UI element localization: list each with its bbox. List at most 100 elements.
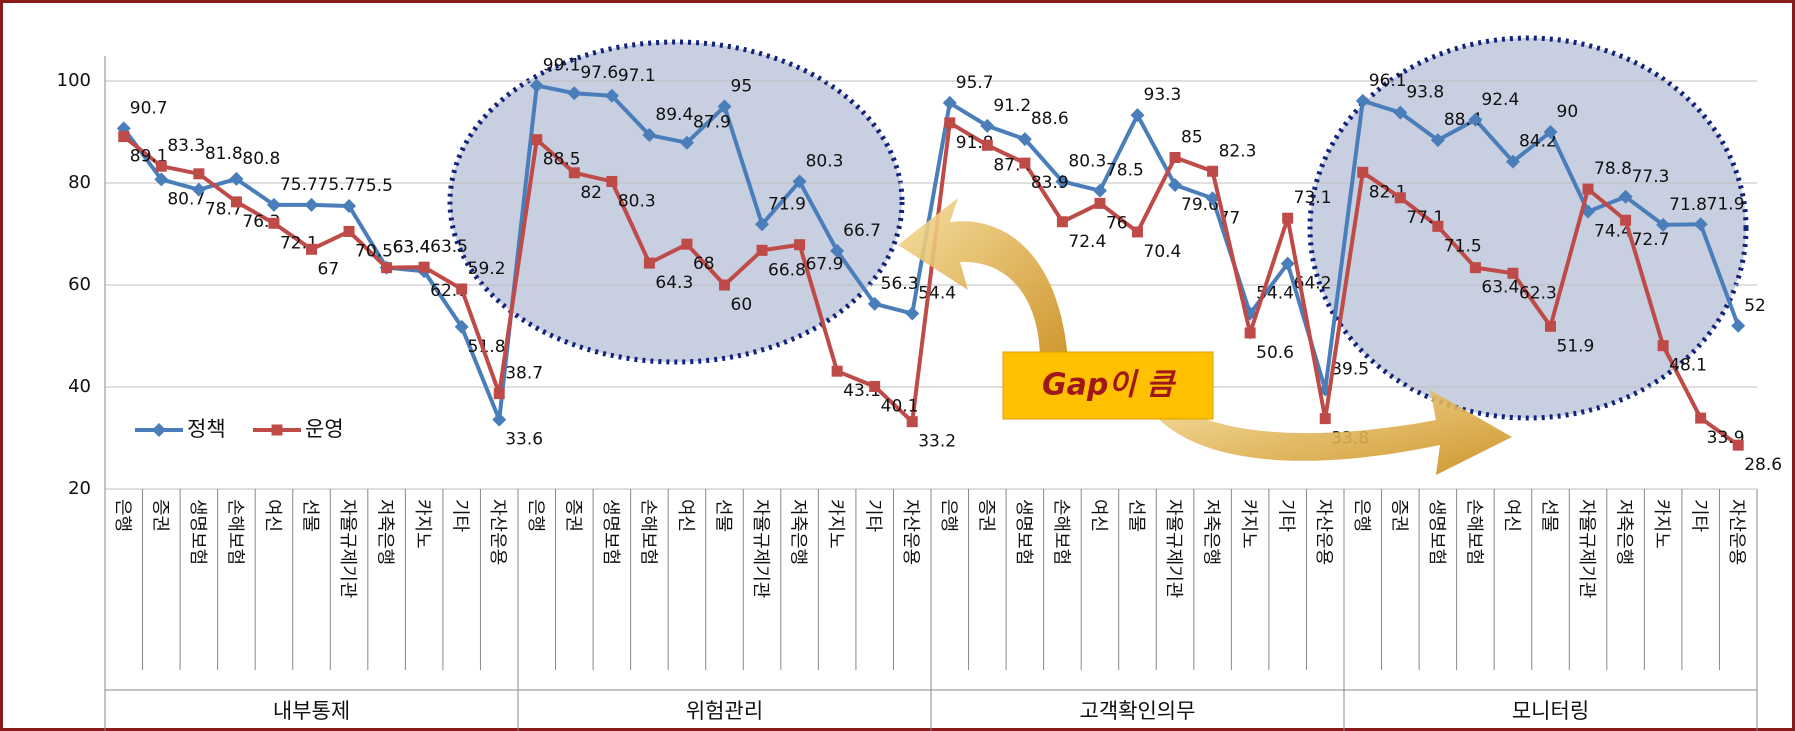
data-label: 52 [1744,296,1766,316]
x-tick-label: 카지노 [412,499,433,549]
x-tick-label: 저축은행 [375,499,396,565]
marker [869,380,881,392]
marker [1132,226,1143,238]
marker [342,198,357,213]
x-tick-label: 생명보험 [1426,499,1447,565]
marker [1693,217,1708,232]
marker [531,134,543,146]
x-tick-label: 여신 [1501,499,1522,532]
data-label: 93.8 [1406,83,1444,103]
marker [1357,166,1369,178]
marker [1319,413,1331,425]
x-tick-label: 자율규제기관 [750,499,771,598]
x-tick-label: 증권 [975,499,996,532]
data-label: 38.7 [505,364,543,384]
data-label: 88.6 [1031,109,1069,129]
marker [1207,165,1219,177]
data-label: 90 [1557,102,1579,122]
arrow [898,198,1068,360]
marker [493,388,505,400]
data-label: 89.4 [655,105,693,125]
marker [492,412,507,427]
legend-marker [152,423,166,437]
series-line [122,119,1740,447]
x-tick-label: 기타 [450,499,471,533]
y-tick-label: 100 [57,70,91,91]
marker [568,167,580,179]
x-tick-label: 기타 [1689,499,1710,533]
marker [1468,112,1483,127]
x-tick-label: 은행 [525,499,546,532]
data-label: 91.2 [993,96,1031,116]
x-tick-label: 자산운용 [900,499,921,565]
marker [118,131,130,143]
x-tick-label: 생명보험 [1013,499,1034,565]
marker [1656,217,1671,232]
marker [1582,183,1594,195]
data-label: 85 [1181,128,1203,148]
highlight-ellipse [1307,35,1749,421]
marker [792,174,807,189]
marker [1657,340,1669,352]
marker [155,160,167,172]
data-label: 75.5 [355,176,393,196]
marker [1094,197,1106,209]
x-tick-label: 자율규제기관 [337,499,358,598]
marker [230,196,242,208]
marker [1543,125,1558,139]
x-tick-label: 증권 [562,499,583,532]
x-tick-label: 손해보험 [1050,499,1071,565]
data-label: 63.4 [393,238,431,258]
x-tick-label: 자산운용 [1313,499,1334,565]
data-label: 88.5 [543,150,581,170]
marker [1244,327,1256,339]
legend-marker [271,424,283,436]
data-label: 54.4 [918,284,956,304]
marker [456,283,468,295]
marker [1056,216,1068,228]
data-label: 33.2 [918,432,956,452]
data-label: 70.4 [1144,242,1182,262]
data-label: 78.5 [1106,161,1144,181]
data-label: 95 [731,77,753,97]
x-tick-label: 손해보험 [1463,499,1484,565]
y-tick-label: 40 [68,376,91,397]
data-label: 96.1 [1369,71,1407,91]
marker [981,139,993,151]
marker [1130,108,1145,123]
marker [980,118,995,133]
marker [454,319,469,334]
y-tick-label: 60 [68,274,91,295]
data-label: 97.1 [618,66,656,86]
x-tick-label: 생명보험 [600,499,621,565]
x-tick-label: 기타 [863,499,884,533]
marker [191,182,206,197]
marker [266,197,281,212]
data-label: 83.3 [167,136,205,156]
marker [1507,267,1519,279]
data-label: 77.3 [1632,167,1670,187]
x-tick-label: 증권 [149,499,170,532]
data-label: 51.9 [1557,336,1595,356]
y-tick-label: 20 [68,478,91,499]
marker [1055,174,1070,189]
marker [1731,318,1746,333]
marker [906,416,918,428]
x-tick-label: 저축은행 [1201,499,1222,565]
marker [1092,183,1107,198]
marker [830,243,845,258]
x-tick-label: 은행 [1351,499,1372,532]
data-label: 66.8 [768,260,806,280]
marker [642,128,657,143]
x-tick-label: 자율규제기관 [1576,499,1597,598]
marker [1618,189,1633,204]
x-tick-label: 선물 [1539,499,1560,532]
marker [1505,154,1520,169]
data-label: 82 [580,183,602,203]
x-tick-label: 선물 [1126,499,1147,532]
group-label: 모니터링 [1512,699,1589,723]
group-label: 고객확인의무 [1080,699,1196,723]
marker [942,95,957,110]
y-tick-label: 80 [68,172,91,193]
